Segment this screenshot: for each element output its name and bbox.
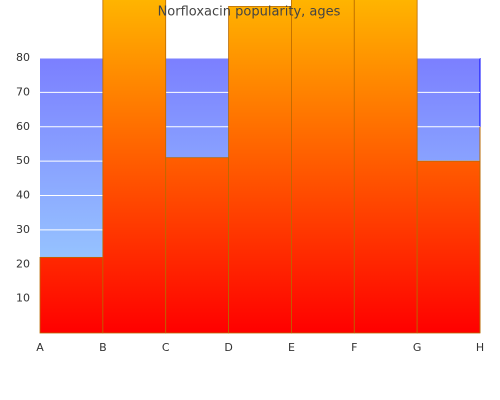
y-tick-label: 70 [16, 85, 30, 98]
y-tick-label: 30 [16, 223, 30, 236]
x-tick-label: F [351, 341, 357, 354]
x-tick-label: E [288, 341, 295, 354]
y-tick-label: 60 [16, 120, 30, 133]
chart-title: Norfloxacin popularity, ages [158, 5, 341, 20]
step-area-segment [416, 160, 481, 334]
plot: 10 20 30 40 50 60 70 80 A B C D E F G H [16, 0, 484, 354]
y-tick-label: 20 [16, 257, 30, 270]
x-tick-label: D [224, 341, 232, 354]
y-tick-label: 10 [16, 292, 30, 305]
step-area-segment [165, 157, 229, 334]
step-area-segment [102, 0, 167, 334]
y-tick-label: 50 [16, 154, 30, 167]
y-tick-label: 40 [16, 189, 30, 202]
x-tick-label: H [476, 341, 484, 354]
x-tick-label: A [36, 341, 44, 354]
y-tick-label: 80 [16, 51, 30, 64]
x-tick-label: C [162, 341, 170, 354]
x-tick-label: B [99, 341, 107, 354]
step-area-segment [39, 256, 104, 334]
step-area-segment [291, 0, 355, 334]
x-tick-label: G [413, 341, 422, 354]
step-area-segment [353, 0, 418, 334]
step-area-segment [228, 6, 292, 334]
